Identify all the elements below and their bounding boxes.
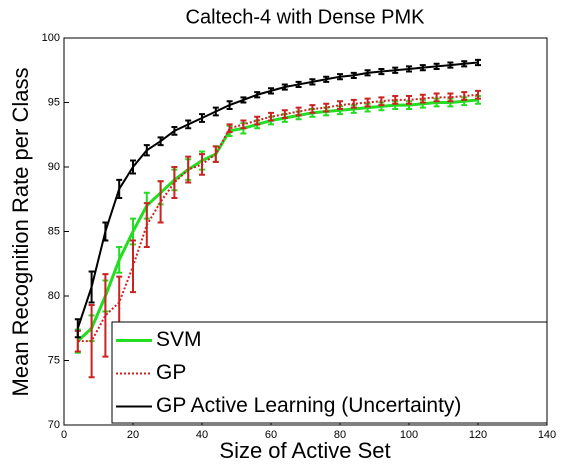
error-bar: [268, 111, 274, 122]
x-tick-label: 0: [61, 429, 67, 441]
error-bar: [323, 102, 330, 113]
chart-title: Caltech-4 with Dense PMK: [186, 6, 426, 28]
legend-label: GP: [156, 361, 186, 384]
error-bar: [364, 97, 371, 108]
x-tick-label: 40: [196, 429, 208, 441]
error-bar: [254, 115, 261, 126]
x-tick-label: 140: [538, 429, 556, 441]
error-bar: [226, 123, 233, 134]
y-tick-label: 75: [48, 354, 60, 366]
y-tick-label: 100: [42, 32, 60, 44]
x-tick-label: 80: [334, 429, 346, 441]
y-tick-label: 90: [48, 161, 60, 173]
x-tick-label: 100: [400, 429, 418, 441]
series-line: [77, 93, 479, 343]
y-tick-label: 85: [48, 225, 60, 237]
x-tick-label: 60: [265, 429, 277, 441]
series-line: [76, 98, 479, 343]
y-tick-label: 70: [48, 419, 60, 431]
error-bar: [157, 180, 164, 224]
x-tick-label: 120: [469, 429, 487, 441]
legend-box: [111, 321, 548, 424]
error-bar: [102, 273, 109, 358]
x-axis-label: Size of Active Set: [219, 438, 390, 463]
legend-label: GP Active Learning (Uncertainty): [156, 394, 461, 417]
error-bar: [475, 89, 481, 100]
y-tick-label: 95: [48, 96, 60, 108]
legend-label: SVM: [156, 328, 202, 351]
error-bar: [419, 93, 426, 104]
series-line: [76, 61, 479, 329]
error-bar: [447, 92, 454, 103]
y-tick-label: 80: [48, 290, 60, 302]
error-bar: [392, 95, 399, 105]
x-tick-label: 20: [127, 429, 139, 441]
y-axis-label: Mean Recognition Rate per Class: [8, 68, 33, 397]
error-bar: [171, 166, 178, 199]
error-bar: [295, 106, 302, 117]
